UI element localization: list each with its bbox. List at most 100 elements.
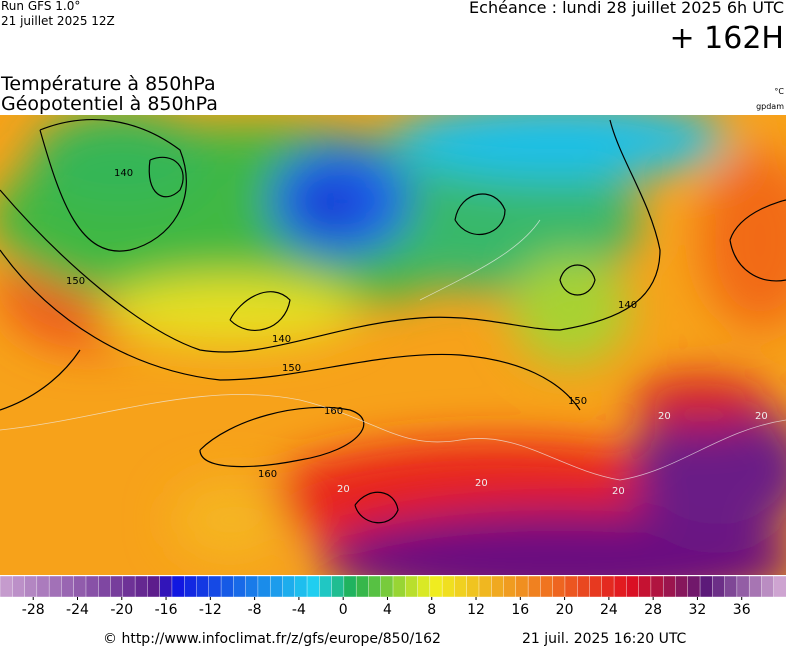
contour-label: 150 bbox=[568, 396, 587, 407]
colorbar-swatch bbox=[12, 575, 26, 598]
colorbar-swatch bbox=[48, 575, 62, 598]
colorbar-swatch bbox=[73, 575, 87, 598]
colorbar-swatch bbox=[724, 575, 738, 598]
generated: 21 juil. 2025 16:20 UTC bbox=[522, 631, 687, 647]
colorbar-swatch bbox=[122, 575, 136, 598]
colorbar-swatch bbox=[269, 575, 283, 598]
colorbar-swatch bbox=[343, 575, 357, 598]
contour-label: 140 bbox=[618, 300, 637, 311]
colorbar-tick-label: 16 bbox=[511, 602, 529, 618]
colorbar-tick-label: 24 bbox=[600, 602, 618, 618]
colorbar-swatch bbox=[540, 575, 554, 598]
colorbar-swatch bbox=[454, 575, 468, 598]
colorbar-swatch bbox=[577, 575, 591, 598]
colorbar-swatch bbox=[589, 575, 603, 598]
colorbar-tick-label: -12 bbox=[199, 602, 222, 618]
valid-time: Echéance : lundi 28 juillet 2025 6h UTC bbox=[469, 0, 784, 17]
isotherm-label: 20 bbox=[658, 411, 671, 422]
colorbar-swatch bbox=[638, 575, 652, 598]
colorbar-swatch bbox=[491, 575, 505, 598]
colorbar-swatch bbox=[294, 575, 308, 598]
colorbar-swatch bbox=[380, 575, 394, 598]
contour-label: 140 bbox=[272, 334, 291, 345]
colorbar-swatch bbox=[245, 575, 259, 598]
colorbar-tick-label: 32 bbox=[689, 602, 707, 618]
run-date: 21 juillet 2025 12Z bbox=[1, 14, 115, 28]
colorbar-swatch bbox=[712, 575, 726, 598]
isotherm-label: 20 bbox=[475, 478, 488, 489]
colorbar-swatch bbox=[662, 575, 676, 598]
colorbar-swatch bbox=[601, 575, 615, 598]
colorbar-swatch bbox=[417, 575, 431, 598]
contour-label: 140 bbox=[114, 168, 133, 179]
colorbar-swatch bbox=[761, 575, 775, 598]
contours bbox=[0, 119, 786, 524]
colorbar-swatch bbox=[257, 575, 271, 598]
colorbar-swatch bbox=[147, 575, 161, 598]
colorbar-swatch bbox=[626, 575, 640, 598]
colorbar-swatch bbox=[613, 575, 627, 598]
colorbar-swatch bbox=[748, 575, 762, 598]
colorbar-tick-label: 12 bbox=[467, 602, 485, 618]
colorbar-swatch bbox=[675, 575, 689, 598]
colorbar-swatch bbox=[552, 575, 566, 598]
contour-label: 160 bbox=[324, 406, 343, 417]
colorbar-swatch bbox=[355, 575, 369, 598]
colorbar-swatch bbox=[392, 575, 406, 598]
colorbar-swatch bbox=[0, 575, 13, 598]
colorbar-swatch bbox=[441, 575, 455, 598]
map: 140 150 140 150 160 160 140 150 20 20 20… bbox=[0, 115, 786, 575]
colorbar-swatch bbox=[85, 575, 99, 598]
colorbar-swatch bbox=[306, 575, 320, 598]
colorbar-swatch bbox=[208, 575, 222, 598]
colorbar-swatch bbox=[184, 575, 198, 598]
colorbar-swatch bbox=[687, 575, 701, 598]
run: Run GFS 1.0° bbox=[1, 0, 80, 13]
source: © http://www.infoclimat.fr/z/gfs/europe/… bbox=[103, 631, 441, 647]
isotherm-label: 20 bbox=[337, 484, 350, 495]
colorbar-tick-label: -4 bbox=[292, 602, 306, 618]
colorbar-tick-label: 20 bbox=[556, 602, 574, 618]
colorbar-swatch bbox=[331, 575, 345, 598]
colorbar-swatch bbox=[171, 575, 185, 598]
unit-temp: °C bbox=[774, 87, 784, 96]
contour-label: 160 bbox=[258, 469, 277, 480]
colorbar-swatch bbox=[233, 575, 247, 598]
colorbar-swatch bbox=[319, 575, 333, 598]
colorbar-swatch bbox=[405, 575, 419, 598]
title-temp: Température à 850hPa bbox=[0, 73, 216, 95]
colorbar-swatch bbox=[515, 575, 529, 598]
colorbar-swatch bbox=[110, 575, 124, 598]
colorbar-swatch bbox=[503, 575, 517, 598]
lead-time: + 162H bbox=[670, 21, 785, 56]
colorbar-swatch bbox=[61, 575, 75, 598]
colorbar-swatch bbox=[429, 575, 443, 598]
colorbar-swatch bbox=[159, 575, 173, 598]
colorbar-tick-label: 4 bbox=[383, 602, 392, 618]
colorbar-tick-label: 36 bbox=[733, 602, 751, 618]
unit-geo: gpdam bbox=[756, 102, 784, 111]
colorbar-swatch bbox=[36, 575, 50, 598]
contour-label: 150 bbox=[66, 276, 85, 287]
colorbar-swatch bbox=[24, 575, 38, 598]
colorbar-swatch bbox=[368, 575, 382, 598]
colorbar-tick-label: 0 bbox=[339, 602, 348, 618]
colorbar-swatch bbox=[699, 575, 713, 598]
colorbar-swatch bbox=[478, 575, 492, 598]
colorbar-swatch bbox=[564, 575, 578, 598]
isotherm-label: 20 bbox=[612, 486, 625, 497]
colorbar-swatch bbox=[650, 575, 664, 598]
colorbar-swatch bbox=[773, 575, 786, 598]
colorbar-tick-label: -16 bbox=[155, 602, 178, 618]
colorbar-tick-label: -24 bbox=[66, 602, 89, 618]
isotherm-label: 20 bbox=[755, 411, 768, 422]
colorbar-swatch bbox=[466, 575, 480, 598]
colorbar-swatch bbox=[98, 575, 112, 598]
colorbar-tick-label: -28 bbox=[22, 602, 45, 618]
colorbar-swatch bbox=[736, 575, 750, 598]
colorbar-tick-label: -20 bbox=[110, 602, 133, 618]
colorbar-swatch bbox=[527, 575, 541, 598]
colorbar-swatch bbox=[134, 575, 148, 598]
colorbar-swatch bbox=[282, 575, 296, 598]
